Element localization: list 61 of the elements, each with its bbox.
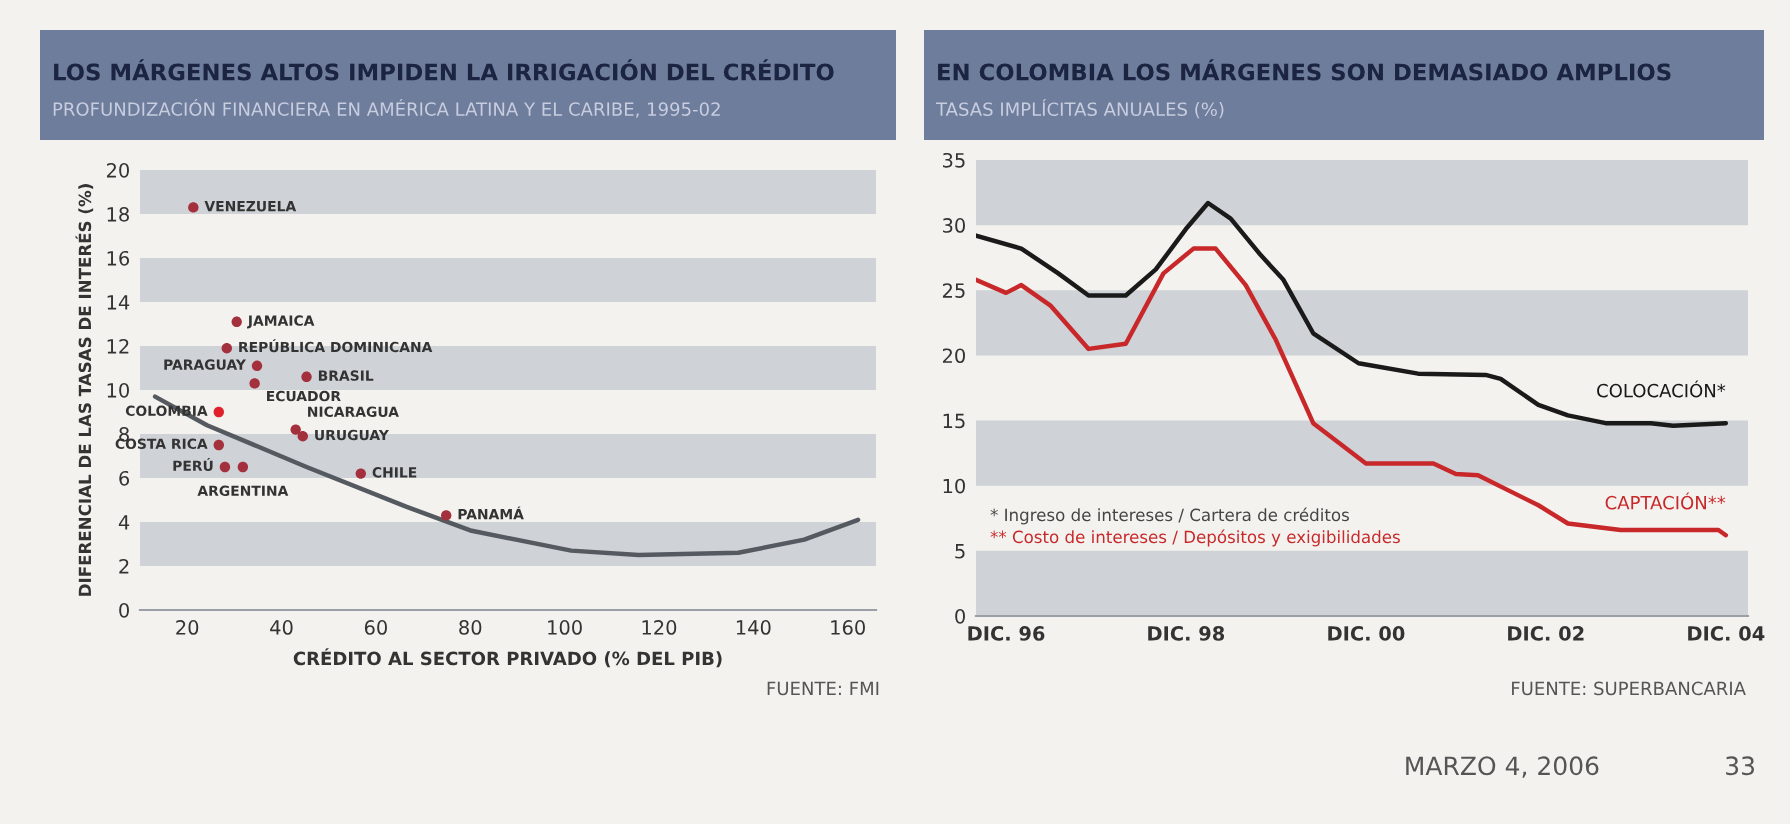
point <box>441 510 452 521</box>
x-tick-label: 120 <box>642 620 677 635</box>
y-tick-label: 8 <box>119 426 129 442</box>
y-tick-label: 4 <box>118 515 130 530</box>
annotation: * Ingreso de intereses / Cartera de créditos <box>990 507 1349 525</box>
y-tick-label: 0 <box>955 608 965 624</box>
y-tick-label: 25 <box>942 283 965 298</box>
point <box>249 378 260 389</box>
text: 33 <box>1726 756 1754 776</box>
y-tick-label: 10 <box>943 478 965 494</box>
x-tick-label: DIC. 00 <box>1328 626 1405 641</box>
series-label: COLOCACIÓN* <box>1597 380 1726 398</box>
y-tick-label: 12 <box>107 338 129 354</box>
y-tick-label: 5 <box>955 544 965 559</box>
y-tick-label: 30 <box>943 218 965 233</box>
point <box>213 439 224 451</box>
source-note: FUENTE: SUPERBANCARIA <box>1512 681 1746 696</box>
x-tick-label: 60 <box>364 620 387 635</box>
y-tick-label: 20 <box>106 162 129 178</box>
point <box>355 468 366 479</box>
line-series <box>976 200 1729 428</box>
y-tick-label: 0 <box>119 602 129 618</box>
y-tick-label: 20 <box>942 348 965 364</box>
annotation: ** Costo de intereses / Depósitos y exigibilidades <box>990 529 1400 547</box>
chart-subtitle: PROFUNDIZACIÓN FINANCIERA EN AMÉRICA LATINA Y EL CARIBE, 1995-02 <box>53 98 720 118</box>
point <box>221 343 233 354</box>
x-tick-label: 20 <box>176 620 199 635</box>
y-tick-label: 2 <box>119 558 129 574</box>
y-tick-label: 14 <box>107 295 130 310</box>
point <box>219 461 231 473</box>
chart-title: EN COLOMBIA LOS MÁRGENES SON DEMASIADO AMPLIOS <box>938 59 1671 81</box>
point <box>297 431 308 442</box>
x-tick-label: DIC. 96 <box>968 626 1045 641</box>
y-tick-label: 10 <box>107 382 129 398</box>
point <box>188 202 199 213</box>
chart-subtitle: TASAS IMPLÍCITAS ANUALES (%) <box>935 99 1224 119</box>
x-tick-label: 140 <box>736 620 771 635</box>
x-tick-label: 160 <box>831 620 865 635</box>
y-axis-title: DIFERENCIAL DE LAS TASAS DE INTERÉS (%) <box>75 184 94 596</box>
point <box>301 371 312 382</box>
x-tick-label: 40 <box>270 620 293 635</box>
x-tick-label: 100 <box>548 620 582 635</box>
point <box>231 316 242 327</box>
y-tick-label: 15 <box>943 413 965 429</box>
y-tick-label: 6 <box>119 470 130 486</box>
x-tick-label: DIC. 98 <box>1148 626 1225 641</box>
x-tick-label: 80 <box>459 620 482 635</box>
y-tick-label: 18 <box>107 206 129 222</box>
text: MARZO 4, 2006 <box>1406 756 1599 778</box>
y-tick-label: 16 <box>107 250 130 266</box>
y-tick-label: 35 <box>943 152 965 168</box>
x-tick-label: DIC. 02 <box>1508 626 1584 641</box>
point <box>290 424 301 435</box>
x-tick-label: DIC. 04 <box>1688 626 1765 641</box>
source-note: FUENTE: FMI <box>767 681 879 696</box>
chart-title: LOS MÁRGENES ALTOS IMPIDEN LA IRRIGACIÓN DEL CRÉDITO <box>54 59 834 81</box>
series-label: CAPTACIÓN** <box>1605 492 1726 510</box>
point <box>237 461 249 473</box>
point <box>251 360 263 371</box>
point <box>213 406 224 418</box>
x-axis-title: CRÉDITO AL SECTOR PRIVADO (% DEL PIB) <box>293 648 722 668</box>
